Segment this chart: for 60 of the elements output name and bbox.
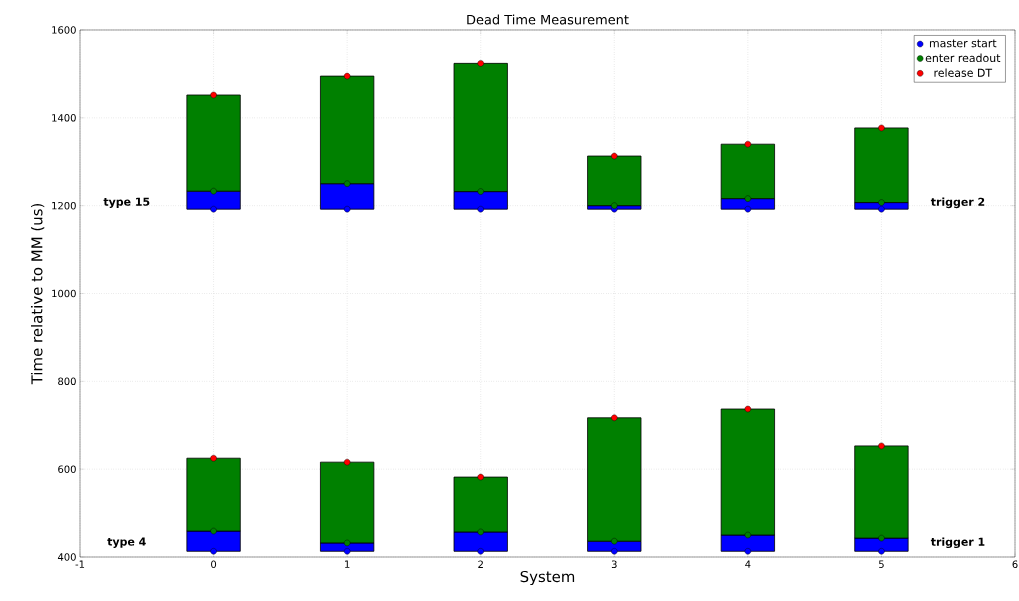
point: [343, 205, 351, 213]
point: [477, 473, 484, 481]
x-tick-label: -1: [75, 560, 85, 568]
point: [477, 548, 484, 555]
point: [343, 72, 351, 80]
point: [878, 534, 885, 542]
y-tick-label: 1400: [52, 114, 76, 122]
x-tick-label: 5: [879, 560, 884, 568]
y-tick-label: 400: [57, 553, 76, 561]
point: [878, 199, 885, 206]
point: [878, 124, 885, 132]
point: [343, 548, 351, 555]
point: [744, 140, 752, 148]
point: [611, 538, 618, 545]
point: [477, 60, 484, 67]
point: [343, 180, 351, 187]
x-tick-label: 3: [611, 560, 617, 569]
x-axis-title: System: [520, 570, 575, 586]
x-tick-label: 0: [211, 560, 217, 569]
x-tick-label: 2: [478, 560, 483, 568]
point: [611, 548, 618, 555]
annotation: type 15: [103, 197, 150, 209]
legend-label: release DT: [934, 68, 993, 77]
point: [210, 187, 217, 195]
point: [878, 205, 885, 213]
point: [611, 414, 618, 421]
point: [210, 527, 217, 535]
point: [477, 188, 484, 195]
point: [477, 528, 484, 536]
annotation: trigger 2: [930, 197, 985, 209]
point: [611, 152, 618, 160]
point: [210, 205, 217, 213]
point: [343, 539, 351, 547]
chart-title: Dead Time Measurement: [467, 14, 629, 25]
point: [744, 195, 752, 202]
point: [477, 205, 484, 213]
y-tick-label: 1600: [52, 26, 76, 34]
point: [343, 458, 351, 466]
annotation: type 4: [107, 537, 146, 548]
y-tick-label: 1000: [52, 289, 76, 298]
point: [878, 442, 885, 450]
x-tick-label: 1: [345, 560, 350, 568]
point: [744, 548, 752, 555]
legend-label: enter readout: [925, 53, 1001, 63]
point: [878, 548, 885, 555]
y-tick-label: 800: [58, 377, 76, 386]
x-tick-label: 6: [1012, 560, 1018, 569]
point: [210, 91, 217, 99]
legend-label: master start: [929, 39, 997, 48]
point: [744, 405, 752, 413]
y-tick-label: 600: [58, 465, 76, 473]
point: [611, 202, 618, 209]
annotation: trigger 1: [930, 537, 985, 549]
point: [744, 531, 752, 539]
y-axis-title: Time relative to MM (us): [30, 203, 45, 385]
point: [210, 455, 217, 462]
point: [744, 205, 752, 213]
x-tick-label: 4: [745, 560, 751, 568]
y-tick-label: 1200: [52, 201, 76, 210]
point: [210, 548, 217, 555]
